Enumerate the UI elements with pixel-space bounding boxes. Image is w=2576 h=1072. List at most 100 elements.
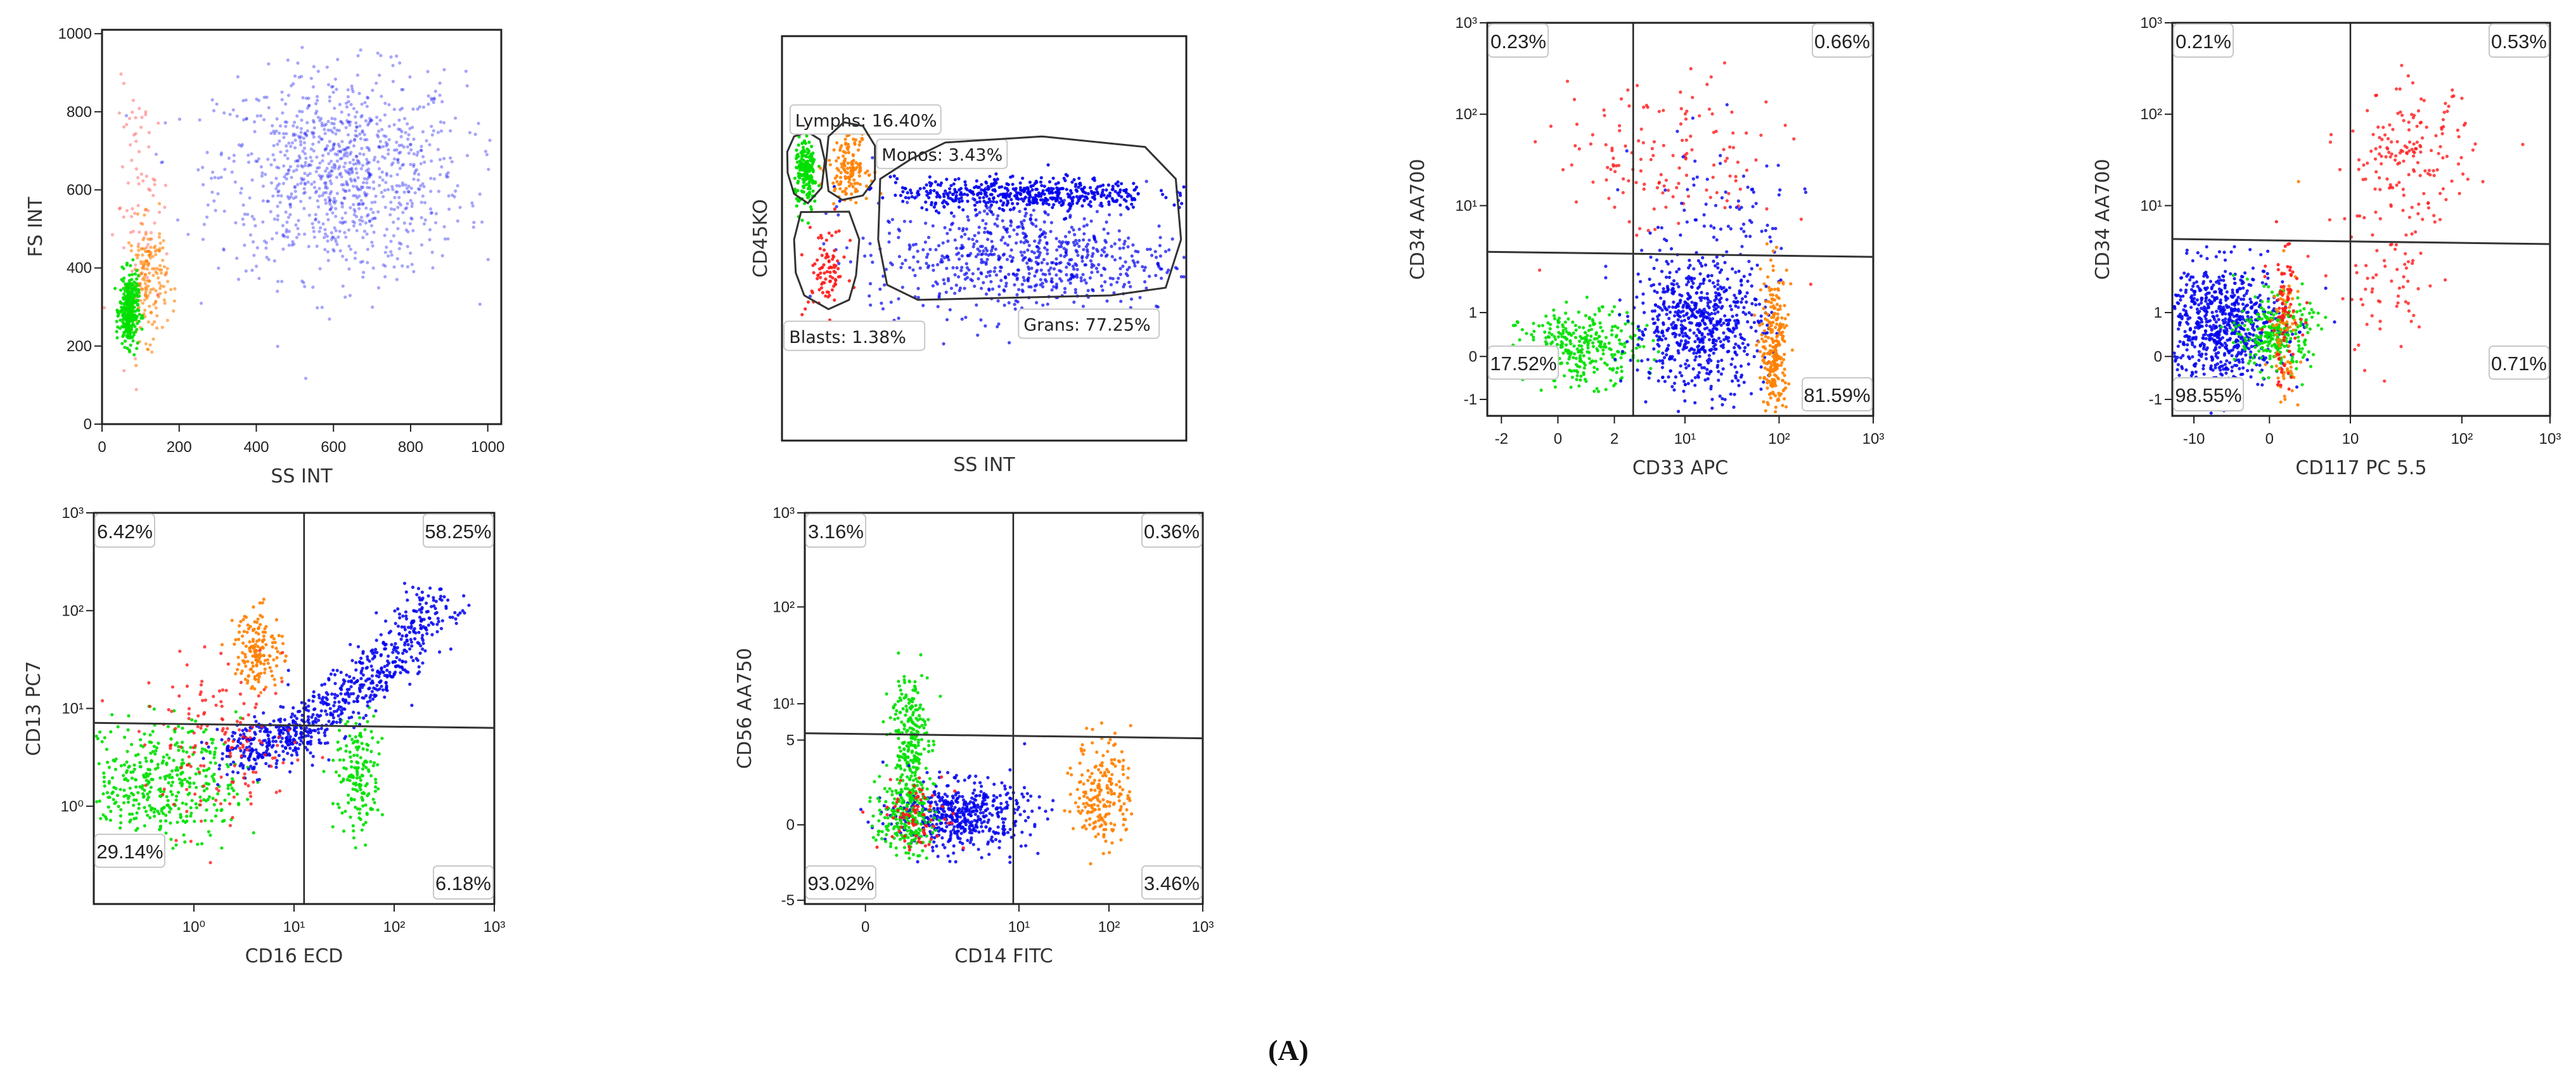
event-dot xyxy=(1741,311,1745,314)
event-dot xyxy=(129,310,133,314)
event-dot xyxy=(368,117,372,120)
event-dot xyxy=(1781,282,1785,286)
event-dot xyxy=(295,126,299,129)
event-dot xyxy=(1663,305,1667,309)
event-dot xyxy=(333,197,336,200)
event-dot xyxy=(871,261,875,264)
event-dot xyxy=(961,229,964,233)
event-dot xyxy=(1644,103,1648,107)
event-dot xyxy=(275,117,279,121)
event-dot xyxy=(400,130,404,134)
event-dot xyxy=(128,350,132,354)
event-dot xyxy=(145,267,149,271)
event-dot xyxy=(941,241,945,245)
event-dot xyxy=(353,256,357,261)
event-dot xyxy=(1684,301,1688,305)
event-dot xyxy=(333,226,336,230)
event-dot xyxy=(1741,223,1746,226)
event-dot xyxy=(858,140,862,144)
event-dot xyxy=(366,171,371,174)
gate-monos[interactable] xyxy=(824,121,876,201)
event-dot xyxy=(146,320,150,324)
event-dot xyxy=(345,119,349,122)
event-dot xyxy=(1592,370,1596,374)
event-dot xyxy=(124,113,128,118)
event-dot xyxy=(433,221,438,224)
event-dot xyxy=(158,242,162,245)
event-dot xyxy=(380,127,384,131)
event-dot xyxy=(2521,143,2525,146)
event-dot xyxy=(1754,158,1758,162)
event-dot xyxy=(817,288,821,292)
event-dot xyxy=(198,118,202,122)
event-dot xyxy=(392,148,397,152)
event-dot xyxy=(964,186,968,190)
event-dot xyxy=(1120,195,1124,199)
event-dot xyxy=(1778,342,1781,346)
event-dot xyxy=(1586,350,1589,354)
event-dot xyxy=(321,193,324,197)
event-dot xyxy=(1769,258,1772,262)
event-dot xyxy=(2425,126,2428,129)
event-dot xyxy=(119,310,123,314)
event-dot xyxy=(305,120,309,125)
event-dot xyxy=(2384,155,2388,158)
event-dot xyxy=(814,180,817,184)
gate-grans[interactable] xyxy=(877,135,1182,301)
event-dot xyxy=(2419,251,2423,255)
event-dot xyxy=(1117,276,1120,280)
event-dot xyxy=(323,127,326,131)
event-dot xyxy=(1765,207,1769,211)
event-dot xyxy=(1789,282,1793,286)
event-dot xyxy=(1636,368,1639,372)
event-dot xyxy=(1769,240,1773,243)
event-dot xyxy=(267,199,271,203)
event-dot xyxy=(359,198,363,202)
event-dot xyxy=(823,248,826,252)
event-dot xyxy=(1591,320,1595,323)
event-dot xyxy=(158,264,162,268)
event-dot xyxy=(1729,363,1733,366)
event-dot xyxy=(2324,274,2328,278)
event-dot xyxy=(116,309,120,313)
event-dot xyxy=(299,131,303,134)
quadrant-percent-upper-left: 0.23% xyxy=(1490,30,1546,53)
event-dot xyxy=(1046,163,1050,167)
event-dot xyxy=(1099,273,1103,277)
event-dot xyxy=(1674,375,1677,379)
event-dot xyxy=(1007,273,1011,276)
event-dot xyxy=(140,266,144,270)
event-dot xyxy=(902,219,906,223)
event-dot xyxy=(129,243,133,248)
event-dot xyxy=(205,215,209,219)
event-dot xyxy=(243,212,247,216)
event-dot xyxy=(344,147,348,151)
event-dot xyxy=(1130,202,1134,206)
event-dot xyxy=(888,175,892,179)
gate-blasts[interactable] xyxy=(793,210,861,311)
event-dot xyxy=(1056,181,1060,184)
event-dot xyxy=(881,307,885,311)
event-dot xyxy=(1647,370,1651,374)
event-dot xyxy=(1565,361,1569,365)
event-dot xyxy=(971,272,975,276)
event-dot xyxy=(371,88,375,93)
event-dot xyxy=(987,197,991,201)
event-dot xyxy=(1727,339,1731,343)
event-dot xyxy=(953,273,957,277)
event-dot xyxy=(1569,342,1573,345)
event-dot xyxy=(1034,224,1038,228)
event-dot xyxy=(1599,325,1603,330)
event-dot xyxy=(1722,286,1726,290)
event-dot xyxy=(1639,280,1643,283)
event-dot xyxy=(384,181,388,184)
event-dot xyxy=(1005,191,1009,196)
event-dot xyxy=(1729,392,1733,396)
event-dot xyxy=(1724,190,1727,194)
event-dot xyxy=(1744,235,1748,238)
event-dot xyxy=(1052,267,1056,271)
event-dot xyxy=(1025,203,1029,207)
event-dot xyxy=(1073,243,1077,247)
event-dot xyxy=(285,230,288,234)
event-dot xyxy=(794,157,798,160)
